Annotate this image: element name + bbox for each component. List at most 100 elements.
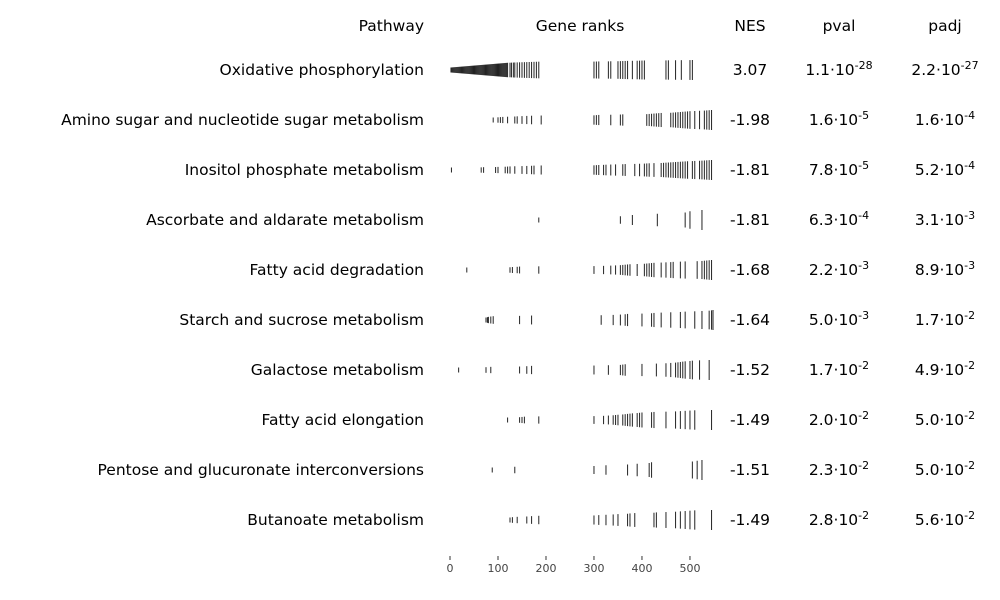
pathway-name: Amino sugar and nucleotide sugar metabol… — [61, 111, 424, 129]
pval-value-times-ten: ·10 — [830, 61, 855, 79]
nes-value: -1.81 — [730, 211, 770, 229]
pathway-rows: Oxidative phosphorylation 3.07 1.1·10-28 2.… — [61, 59, 979, 530]
pval-value-exponent: -5 — [858, 109, 869, 122]
pval-value-times-ten: ·10 — [834, 411, 859, 429]
gene-rank-ticks — [458, 360, 710, 380]
gene-rank-ticks — [450, 160, 713, 180]
padj-value: 3.1·10-3 — [915, 209, 975, 229]
pathway-row: Butanoate metabolism -1.49 2.8·10-2 5.6·10-… — [247, 509, 975, 530]
pval-value: 1.1·10-28 — [805, 59, 872, 79]
padj-value: 5.2·10-4 — [915, 159, 975, 179]
padj-value-times-ten: ·10 — [940, 511, 965, 529]
nes-value: -1.52 — [730, 361, 770, 379]
pval-value-exponent: -2 — [858, 409, 869, 422]
header-pathway: Pathway — [359, 17, 424, 35]
pval-value: 6.3·10-4 — [809, 209, 869, 229]
padj-value-mantissa: 5.2 — [915, 161, 940, 179]
pval-value-mantissa: 2.3 — [809, 461, 834, 479]
pval-value: 1.7·10-2 — [809, 359, 869, 379]
x-tick-label: 0 — [447, 562, 454, 575]
pval-value-times-ten: ·10 — [834, 111, 859, 129]
pathway-row: Inositol phosphate metabolism -1.81 7.8·10… — [185, 159, 975, 180]
nes-value: -1.51 — [730, 461, 770, 479]
header-pval: pval — [823, 17, 856, 35]
pval-value-times-ten: ·10 — [834, 311, 859, 329]
pval-value-times-ten: ·10 — [834, 161, 859, 179]
padj-value-times-ten: ·10 — [940, 461, 965, 479]
padj-value-times-ten: ·10 — [940, 411, 965, 429]
padj-value-exponent: -2 — [964, 459, 975, 472]
pval-value: 7.8·10-5 — [809, 159, 869, 179]
pval-value-mantissa: 1.1 — [805, 61, 830, 79]
padj-value-exponent: -4 — [964, 159, 975, 172]
gene-rank-ticks — [491, 460, 703, 480]
padj-value-exponent: -2 — [964, 309, 975, 322]
padj-value: 5.0·10-2 — [915, 409, 975, 429]
gene-rank-ticks — [450, 60, 693, 80]
padj-value-mantissa: 1.6 — [915, 111, 940, 129]
nes-value: -1.81 — [730, 161, 770, 179]
pval-value: 2.0·10-2 — [809, 409, 869, 429]
padj-value-times-ten: ·10 — [940, 211, 965, 229]
pval-value-times-ten: ·10 — [834, 261, 859, 279]
pathway-name: Starch and sucrose metabolism — [179, 311, 424, 329]
header-nes: NES — [734, 17, 765, 35]
padj-value-mantissa: 5.0 — [915, 461, 940, 479]
pval-value-mantissa: 1.7 — [809, 361, 834, 379]
padj-value-exponent: -2 — [964, 359, 975, 372]
pval-value-mantissa: 2.0 — [809, 411, 834, 429]
pval-value-mantissa: 5.0 — [809, 311, 834, 329]
pval-value-exponent: -2 — [858, 459, 869, 472]
pathway-row: Starch and sucrose metabolism -1.64 5.0·10… — [179, 309, 975, 330]
pval-value-exponent: -3 — [858, 259, 869, 272]
pathway-name: Fatty acid elongation — [261, 411, 424, 429]
nes-value: -1.68 — [730, 261, 770, 279]
pathway-row: Pentose and glucuronate interconversions… — [98, 459, 975, 480]
padj-value-mantissa: 5.0 — [915, 411, 940, 429]
header-padj: padj — [928, 17, 961, 35]
pval-value-exponent: -28 — [855, 59, 873, 72]
padj-value: 2.2·10-27 — [911, 59, 978, 79]
padj-value: 1.7·10-2 — [915, 309, 975, 329]
pval-value-exponent: -2 — [858, 359, 869, 372]
x-tick-label: 400 — [631, 562, 652, 575]
pathway-row: Oxidative phosphorylation 3.07 1.1·10-28 2.… — [220, 59, 979, 80]
pathway-name: Galactose metabolism — [251, 361, 424, 379]
pval-value-times-ten: ·10 — [834, 211, 859, 229]
pathway-row: Ascorbate and aldarate metabolism -1.81 6.… — [146, 209, 975, 230]
pval-value-mantissa: 1.6 — [809, 111, 834, 129]
padj-value-exponent: -3 — [964, 209, 975, 222]
padj-value: 8.9·10-3 — [915, 259, 975, 279]
pval-value: 2.2·10-3 — [809, 259, 869, 279]
pathway-row: Fatty acid elongation -1.49 2.0·10-2 5.0·10… — [261, 409, 975, 430]
padj-value-exponent: -2 — [964, 509, 975, 522]
pval-value: 2.8·10-2 — [809, 509, 869, 529]
padj-value: 5.6·10-2 — [915, 509, 975, 529]
pval-value: 1.6·10-5 — [809, 109, 869, 129]
pval-value-exponent: -5 — [858, 159, 869, 172]
pathway-row: Fatty acid degradation -1.68 2.2·10-3 8.9·1… — [250, 259, 975, 280]
pathway-name: Ascorbate and aldarate metabolism — [146, 211, 424, 229]
pval-value-exponent: -2 — [858, 509, 869, 522]
padj-value-times-ten: ·10 — [940, 261, 965, 279]
nes-value: -1.49 — [730, 511, 770, 529]
padj-value-mantissa: 1.7 — [915, 311, 940, 329]
padj-value-mantissa: 4.9 — [915, 361, 940, 379]
pval-value-exponent: -4 — [858, 209, 869, 222]
nes-value: -1.49 — [730, 411, 770, 429]
gene-rank-ticks — [485, 310, 714, 330]
gene-rank-ticks — [492, 110, 713, 130]
padj-value-exponent: -4 — [964, 109, 975, 122]
padj-value: 5.0·10-2 — [915, 459, 975, 479]
padj-value-times-ten: ·10 — [940, 361, 965, 379]
pathway-row: Amino sugar and nucleotide sugar metabol… — [61, 109, 975, 130]
padj-value-mantissa: 2.2 — [911, 61, 936, 79]
pathway-name: Inositol phosphate metabolism — [185, 161, 424, 179]
padj-value-times-ten: ·10 — [940, 311, 965, 329]
pathway-row: Galactose metabolism -1.52 1.7·10-2 4.9·10-… — [251, 359, 975, 380]
pval-value: 2.3·10-2 — [809, 459, 869, 479]
gene-rank-ticks — [538, 210, 703, 230]
pathway-name: Fatty acid degradation — [250, 261, 424, 279]
padj-value-exponent: -27 — [961, 59, 979, 72]
